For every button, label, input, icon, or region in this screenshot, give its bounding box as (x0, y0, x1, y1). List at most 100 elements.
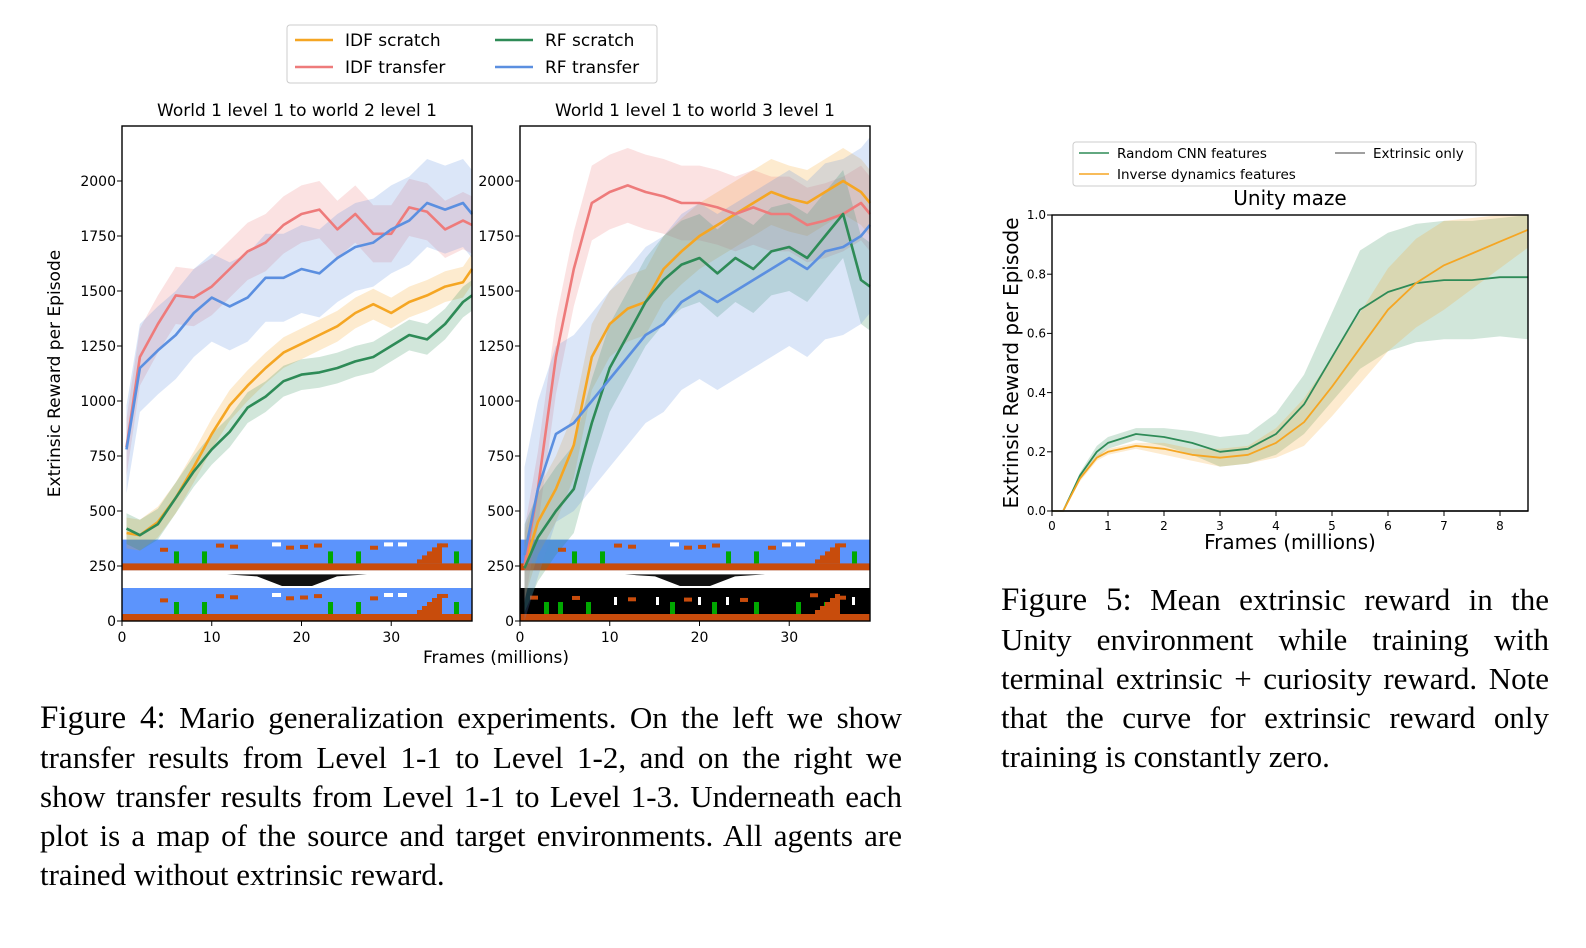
mario-right-source-map-pipe (600, 551, 605, 564)
mario-right-source-map-brick (558, 547, 566, 552)
mario-left-ytick-label: 250 (89, 559, 116, 575)
mario-right-xtick-label: 30 (780, 630, 798, 646)
mario-left-target-map-pipe (454, 602, 459, 614)
mario-left-xtick-label: 30 (382, 630, 400, 646)
mario-left-source-map-cloud (272, 542, 281, 547)
mario-right-target-map-pipe (558, 602, 563, 614)
unity-xtick-label: 3 (1216, 519, 1224, 533)
unity-ytick-label: 0.4 (1027, 386, 1046, 400)
unity-ytick-label: 0.8 (1027, 267, 1046, 281)
mario-right-target-map-pipe (544, 602, 549, 614)
mario-right-target-map-stairs (835, 594, 840, 614)
mario-right-source-map-stairs (835, 543, 840, 564)
mario-right-target-map-mark (614, 597, 617, 605)
mario-right-source-map-brick (698, 544, 706, 549)
mario-left-title: World 1 level 1 to world 2 level 1 (157, 101, 437, 121)
mario-legend-label-idf-transfer: IDF transfer (345, 58, 445, 78)
unity-legend-label-random-cnn-features: Random CNN features (1117, 146, 1267, 162)
mario-right-source-map-pipe (754, 551, 759, 564)
unity-title: Unity maze (1233, 186, 1346, 210)
mario-left-transfer-arrow (227, 574, 367, 586)
mario-right-target-map-pipe (712, 602, 717, 614)
unity-xtick-label: 7 (1440, 519, 1448, 533)
unity-axes-frame (1051, 214, 1529, 512)
figures-canvas: IDF scratch IDF transfer RF scratch RF tran… (45, 24, 1529, 668)
mario-right-source-map-brick (768, 545, 776, 550)
mario-right-source-map-stairs (830, 547, 835, 564)
figure-5-label: Figure 5: (1001, 582, 1132, 618)
mario-right-source-map-brick (838, 543, 846, 548)
mario-left-ytick-label: 750 (89, 449, 116, 465)
mario-left-target-map-stairs (427, 602, 432, 614)
mario-left-source-map-brick (440, 543, 448, 548)
mario-right-target-map-pipe (754, 602, 759, 614)
mario-right-xtick-label: 0 (516, 630, 525, 646)
mario-right-target-map-stairs (815, 610, 820, 614)
mario-right-target-map-brick (628, 597, 636, 602)
figure-5-text: Mean extrinsic reward in the Unity envir… (1001, 582, 1550, 774)
figure-5-caption: Figure 5: Mean extrinsic reward in the U… (1001, 580, 1549, 776)
mario-legend-label-rf-transfer: RF transfer (545, 58, 639, 78)
mario-left-target-map-cloud (272, 593, 281, 597)
mario-right-source-map-stairs (815, 559, 820, 564)
mario-left-source-map-pipe (328, 551, 333, 564)
mario-left-source-map-brick (370, 545, 378, 550)
mario-left-target-map-stairs (417, 610, 422, 614)
mario-right-target-map-ground (520, 614, 870, 621)
unity-ytick-label: 0.0 (1027, 504, 1046, 518)
mario-left-xtick-label: 0 (118, 630, 127, 646)
mario-right-target-map-brick (572, 595, 580, 600)
mario-left-target-map-cloud (398, 593, 407, 597)
unity-ytick-label: 0.2 (1027, 445, 1046, 459)
mario-left-source-map-pipe (174, 551, 179, 564)
mario-left-ylabel: Extrinsic Reward per Episode (45, 250, 65, 497)
mario-left-target-map-brick (440, 593, 448, 598)
mario-right-source-map-pipe (572, 551, 577, 564)
mario-right-target-map-mark (726, 597, 729, 605)
mario-left-source-map-brick (160, 547, 168, 552)
mario-right-source-map-brick (684, 545, 692, 550)
mario-right-target-map-mark (656, 597, 659, 605)
mario-right-source-map-stairs (825, 551, 830, 564)
mario-right-band-rf-transfer (524, 137, 870, 621)
mario-right-band-rf-scratch (524, 170, 870, 613)
mario-left-ytick-label: 0 (107, 614, 116, 630)
unity-xtick-label: 4 (1272, 519, 1280, 533)
unity-ytick-label: 0.6 (1027, 327, 1046, 341)
mario-right-target-map-stairs (820, 606, 825, 614)
mario-left-target-map-brick (370, 596, 378, 601)
mario-left-source-map-pipe (202, 551, 207, 564)
mario-left-line-rf-scratch (125, 294, 473, 537)
mario-right-ytick-label: 1000 (478, 394, 514, 410)
mario-left-ytick-label: 1000 (80, 394, 116, 410)
unity-ylabel: Extrinsic Reward per Episode (999, 217, 1023, 508)
mario-left-target-map-brick (314, 594, 322, 599)
mario-left-target-map-brick (300, 595, 308, 600)
mario-right-source-map-brick (628, 544, 636, 549)
mario-left-target-map-cloud (384, 593, 393, 597)
mario-right-line-rf-scratch (523, 212, 871, 569)
mario-left-target-map-stairs (432, 598, 437, 614)
mario-left-source-map-stairs (422, 555, 427, 564)
mario-shared-xlabel: Frames (millions) (423, 648, 569, 668)
mario-left-source-map-cloud (398, 542, 407, 547)
mario-left-source-map-stairs (432, 547, 437, 564)
mario-left-band-idf-transfer (126, 178, 472, 476)
mario-left-band-rf-transfer (126, 159, 472, 494)
mario-left-target-map-brick (230, 595, 238, 600)
unity-ytick-label: 1.0 (1027, 208, 1046, 222)
mario-legend-label-rf-scratch: RF scratch (545, 31, 634, 51)
mario-right-line-idf-transfer (523, 184, 872, 567)
mario-right-ytick-label: 1500 (478, 284, 514, 300)
mario-left-ytick-label: 500 (89, 504, 116, 520)
unity-line-random-cnn-features (1052, 276, 1528, 512)
mario-right-ytick-label: 750 (487, 449, 514, 465)
mario-right-source-map-stairs (820, 555, 825, 564)
mario-right-ytick-label: 2000 (478, 174, 514, 190)
mario-right-ytick-label: 0 (505, 614, 514, 630)
mario-right-target-map-stairs (825, 602, 830, 614)
mario-left-axes-frame (121, 125, 473, 622)
mario-left-band-rf-scratch (126, 280, 472, 551)
mario-left-source-map-stairs (437, 543, 442, 564)
mario-right-axes-frame (519, 125, 871, 622)
